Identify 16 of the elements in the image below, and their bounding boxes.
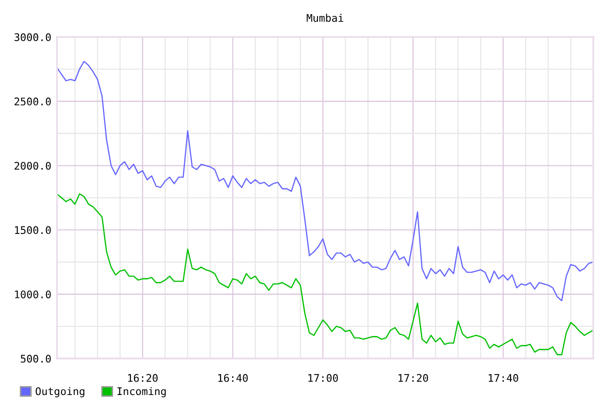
line-series [57, 60, 594, 302]
y-tick-label: 1500.0 [15, 226, 51, 234]
y-tick-label: 2500.0 [14, 98, 51, 106]
line-series [57, 193, 594, 356]
y-tick-label: 2000.0 [14, 162, 51, 170]
legend-label: Outgoing [36, 387, 84, 398]
legend-label: Incoming [118, 387, 166, 398]
x-tick-label: 17:00 [308, 374, 338, 382]
y-tick-label: 500.0 [20, 354, 51, 363]
y-tick-label: 3000.0 [14, 33, 51, 42]
chart-title: Mumbai [306, 14, 344, 22]
x-tick-label: 16:20 [128, 374, 158, 382]
x-tick-label: 16:40 [218, 374, 248, 382]
x-tick-label: 17:40 [488, 374, 518, 382]
x-tick-label: 17:20 [398, 374, 428, 382]
y-tick-label: 1000.0 [15, 290, 51, 298]
